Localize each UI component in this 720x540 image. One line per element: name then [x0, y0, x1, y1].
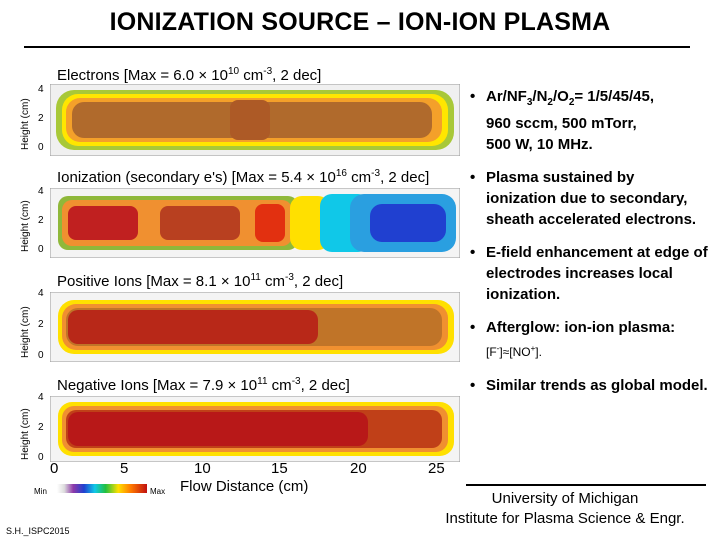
ylabel-electrons: Height (cm): [20, 98, 31, 150]
bullet-conditions-flow: 960 sccm, 500 mTorr,: [486, 115, 637, 132]
ytick: 2: [38, 113, 44, 124]
affiliation-institute: Institute for Plasma Science & Engr.: [445, 510, 685, 527]
xtick: 20: [350, 460, 367, 477]
slide-credit: S.H._ISPC2015: [6, 526, 70, 536]
ytick: 4: [38, 186, 44, 197]
xtick: 15: [271, 460, 288, 477]
bullet-conditions-mixture: Ar/NF3/N2/O2= 1/5/45/45,: [486, 88, 655, 108]
ytick: 0: [38, 452, 44, 463]
xtick: 25: [428, 460, 445, 477]
title-divider: [24, 46, 690, 48]
plot-stack: Electrons [Max = 6.0 × 1010 cm-3, 2 dec]…: [20, 66, 460, 496]
bullet-efield-enhancement: E-field enhancement at edge of electrode…: [470, 242, 708, 305]
bullet-plasma-sustained: Plasma sustained by ionization due to se…: [470, 167, 708, 230]
panel-title-ionization: Ionization (secondary e's) [Max = 5.4 × …: [57, 168, 430, 186]
ytick: 2: [38, 215, 44, 226]
colorbar-min-label: Min: [34, 487, 47, 496]
panel-title-negative-ions: Negative Ions [Max = 7.9 × 1011 cm-3, 2 …: [57, 376, 350, 394]
bullet-afterglow: Afterglow: ion-ion plasma: [F-]≈[NO+].: [470, 317, 708, 363]
electrons-contour-plot: [50, 84, 460, 156]
ytick: 0: [38, 350, 44, 361]
colorbar-max-label: Max: [150, 487, 166, 496]
ytick: 2: [38, 319, 44, 330]
xtick: 5: [120, 460, 129, 477]
affiliation-university: University of Michigan: [491, 490, 639, 507]
panel-title-positive-ions: Positive Ions [Max = 8.1 × 1011 cm-3, 2 …: [57, 272, 344, 290]
panel-title-electrons: Electrons [Max = 6.0 × 1010 cm-3, 2 dec]: [57, 66, 322, 84]
ytick: 4: [38, 84, 44, 95]
ylabel-positive-ions: Height (cm): [20, 306, 31, 358]
colorbar: [57, 484, 147, 493]
xtick: 10: [194, 460, 211, 477]
x-axis-label: Flow Distance (cm): [180, 478, 309, 495]
xtick: 0: [50, 460, 59, 477]
ylabel-negative-ions: Height (cm): [20, 408, 31, 460]
ytick: 4: [38, 392, 44, 403]
bullet-afterglow-ratio: [F-]≈[NO+].: [486, 344, 542, 359]
bullet-conditions-power: 500 W, 10 MHz.: [486, 136, 593, 153]
ytick: 4: [38, 288, 44, 299]
ytick: 2: [38, 422, 44, 433]
bullet-list: Ar/NF3/N2/O2= 1/5/45/45, 960 sccm, 500 m…: [470, 86, 708, 408]
bullet-afterglow-text: Afterglow: ion-ion plasma:: [486, 319, 676, 336]
ytick: 0: [38, 244, 44, 255]
ylabel-ionization: Height (cm): [20, 200, 31, 252]
negative-ions-contour-plot: [50, 396, 460, 462]
positive-ions-contour-plot: [50, 292, 460, 362]
affiliation-divider: [466, 484, 706, 486]
ionization-contour-plot: [50, 188, 460, 258]
slide-title: IONIZATION SOURCE – ION-ION PLASMA: [109, 8, 611, 36]
bullet-conditions: Ar/NF3/N2/O2= 1/5/45/45, 960 sccm, 500 m…: [470, 86, 708, 155]
bullet-similar-trends: Similar trends as global model.: [470, 375, 708, 396]
ytick: 0: [38, 142, 44, 153]
